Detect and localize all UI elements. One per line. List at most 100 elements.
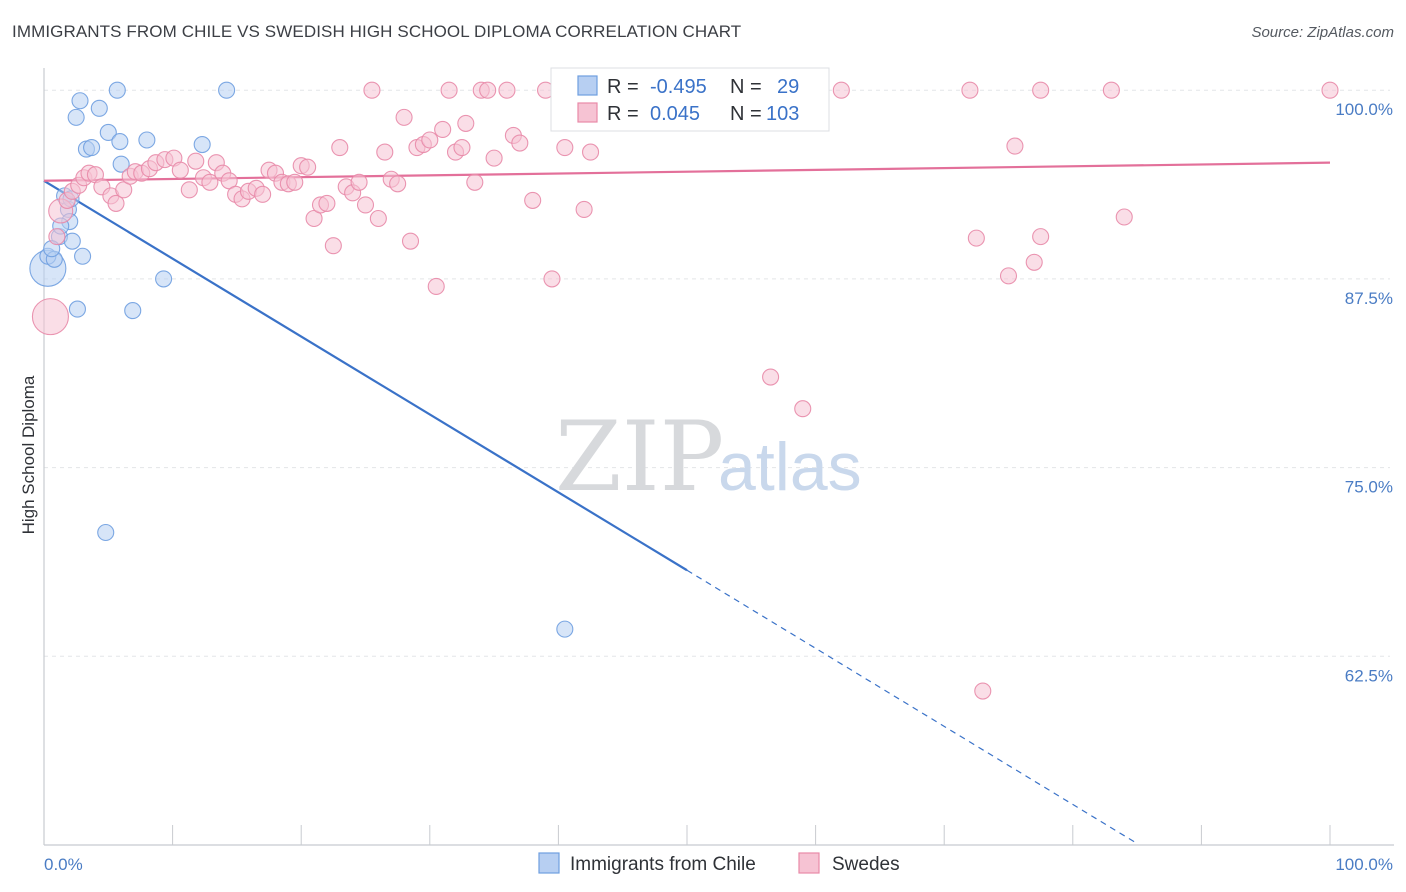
point-swedes-98 bbox=[1006, 137, 1024, 155]
point-swedes-58 bbox=[421, 131, 439, 149]
point-swedes-69 bbox=[498, 81, 516, 99]
point-swedes-65 bbox=[466, 173, 484, 191]
point-swedes-55 bbox=[401, 232, 420, 250]
point-swedes-99 bbox=[1025, 253, 1043, 271]
point-swedes-60 bbox=[434, 120, 452, 138]
point-swedes-72 bbox=[524, 191, 542, 209]
point-chile-23 bbox=[68, 300, 86, 318]
point-chile-17 bbox=[111, 132, 129, 151]
point-chile-18 bbox=[112, 155, 130, 173]
point-swedes-94 bbox=[762, 368, 780, 386]
trend-line-chile-extension bbox=[686, 569, 1138, 845]
point-swedes-22 bbox=[187, 152, 205, 170]
point-swedes-11 bbox=[107, 194, 125, 212]
chart-title: IMMIGRANTS FROM CHILE VS SWEDISH HIGH SC… bbox=[12, 22, 742, 41]
axes bbox=[43, 68, 1394, 846]
y-tick-label-2: 75.0% bbox=[1345, 478, 1393, 497]
trend-lines bbox=[43, 161, 1331, 845]
point-chile-11 bbox=[74, 247, 92, 265]
point-chile-13 bbox=[83, 139, 101, 157]
series-legend-swatch-swedes bbox=[798, 852, 820, 874]
point-swedes-74 bbox=[543, 270, 561, 288]
legend-n-label-1: N = bbox=[730, 76, 762, 98]
point-swedes-44 bbox=[331, 139, 349, 157]
point-swedes-91 bbox=[1032, 81, 1050, 99]
trend-line-chile bbox=[43, 179, 688, 572]
point-swedes-37 bbox=[286, 173, 304, 191]
point-chile-20 bbox=[155, 270, 173, 288]
legend-n-value-2: 103 bbox=[766, 103, 799, 125]
y-tick-label-3: 62.5% bbox=[1345, 666, 1393, 685]
trend-line-swedes bbox=[43, 161, 1331, 182]
point-swedes-24 bbox=[201, 173, 219, 191]
x-tick-label-0: 0.0% bbox=[44, 855, 83, 874]
point-swedes-100 bbox=[1032, 228, 1050, 246]
point-swedes-96 bbox=[967, 229, 985, 247]
legend-r-value-2: 0.045 bbox=[650, 103, 700, 125]
point-swedes-54 bbox=[395, 108, 413, 126]
point-chile-10 bbox=[71, 92, 89, 110]
legend-swatch-pink bbox=[577, 102, 598, 123]
y-tick-label-0: 100.0% bbox=[1335, 100, 1393, 119]
legend-n-label-2: N = bbox=[730, 103, 762, 125]
legend-r-label-2: R = bbox=[607, 103, 639, 125]
point-chile-25 bbox=[97, 523, 115, 542]
point-swedes-20 bbox=[171, 161, 189, 179]
point-swedes-89 bbox=[832, 81, 850, 99]
series-legend-label-chile: Immigrants from Chile bbox=[570, 854, 756, 875]
point-swedes-47 bbox=[350, 173, 368, 191]
point-swedes-32 bbox=[254, 185, 272, 203]
watermark-zip: ZIP bbox=[555, 401, 724, 513]
point-swedes-67 bbox=[479, 81, 497, 99]
data-points bbox=[29, 81, 1339, 700]
point-chile-8 bbox=[63, 232, 81, 250]
point-swedes-39 bbox=[299, 158, 317, 176]
point-chile-22 bbox=[218, 81, 236, 99]
stats-legend: R = -0.495 N = 29 R = 0.045 N = 103 bbox=[550, 67, 830, 132]
point-swedes-51 bbox=[376, 143, 394, 161]
point-swedes-75 bbox=[556, 139, 574, 157]
series-legend: Immigrants from Chile Swedes bbox=[538, 852, 900, 875]
point-swedes-92 bbox=[1102, 81, 1120, 99]
point-swedes-53 bbox=[389, 175, 407, 193]
point-swedes-101 bbox=[1115, 208, 1133, 226]
legend-r-value-1: -0.495 bbox=[650, 76, 707, 98]
point-chile-16 bbox=[108, 81, 126, 99]
watermark: ZIP atlas bbox=[555, 401, 862, 513]
point-chile-26 bbox=[556, 620, 574, 638]
point-swedes-97 bbox=[999, 267, 1018, 285]
point-swedes-102 bbox=[974, 682, 992, 700]
y-axis-title: High School Diploma bbox=[19, 375, 38, 534]
point-swedes-59 bbox=[427, 277, 445, 295]
point-swedes-93 bbox=[1321, 81, 1339, 99]
legend-r-label-1: R = bbox=[607, 76, 639, 98]
point-swedes-68 bbox=[485, 149, 503, 167]
point-chile-9 bbox=[67, 108, 85, 126]
point-chile-14 bbox=[90, 99, 108, 117]
point-swedes-95 bbox=[794, 400, 812, 418]
point-swedes-49 bbox=[363, 81, 381, 99]
point-swedes-63 bbox=[453, 139, 471, 157]
point-swedes-61 bbox=[440, 81, 458, 99]
point-chile-15 bbox=[99, 123, 117, 142]
point-chile-19 bbox=[138, 131, 156, 149]
point-swedes-1 bbox=[48, 228, 66, 246]
x-tick-label-1: 100.0% bbox=[1335, 855, 1393, 874]
source-credit: Source: ZipAtlas.com bbox=[1251, 24, 1394, 41]
y-tick-labels: 100.0% 87.5% 75.0% 62.5% bbox=[1335, 100, 1393, 685]
x-tick-labels: 0.0% 100.0% bbox=[44, 855, 1393, 874]
watermark-atlas: atlas bbox=[718, 429, 862, 505]
point-swedes-42 bbox=[318, 194, 336, 212]
point-swedes-21 bbox=[180, 181, 198, 199]
legend-n-value-1: 29 bbox=[777, 76, 799, 98]
grid-lines bbox=[44, 89, 1390, 657]
point-chile-24 bbox=[124, 302, 142, 320]
point-swedes-50 bbox=[369, 209, 387, 228]
legend-swatch-blue bbox=[577, 75, 598, 96]
point-swedes-78 bbox=[581, 143, 600, 161]
point-swedes-64 bbox=[457, 114, 475, 132]
y-tick-label-1: 87.5% bbox=[1345, 289, 1393, 308]
point-swedes-77 bbox=[575, 200, 593, 219]
point-swedes-71 bbox=[511, 134, 529, 152]
